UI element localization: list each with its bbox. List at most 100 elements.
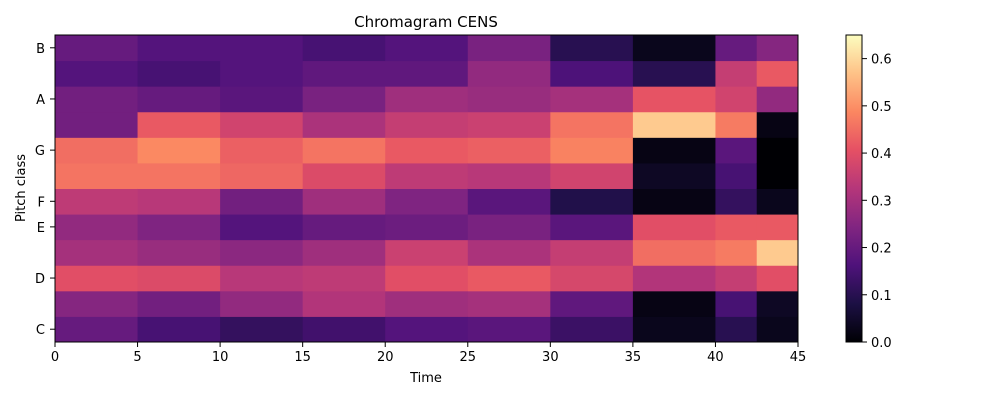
- heatmap-cell: [55, 111, 139, 138]
- heatmap-cell: [632, 137, 716, 164]
- colorbar-tick-label: 0.0: [871, 336, 892, 351]
- heatmap-cell: [632, 214, 716, 241]
- heatmap-cell: [756, 265, 799, 292]
- heatmap-cell: [550, 86, 634, 113]
- x-tick-label: 40: [707, 350, 724, 365]
- heatmap-cell: [55, 86, 139, 113]
- heatmap-cell: [715, 290, 758, 317]
- heatmap-cell: [385, 290, 469, 317]
- heatmap-cell: [220, 137, 304, 164]
- heatmap-cell: [55, 265, 139, 292]
- heatmap-cell: [385, 86, 469, 113]
- heatmap-cell: [550, 60, 634, 87]
- heatmap-cell: [220, 214, 304, 241]
- heatmap-cell: [715, 111, 758, 138]
- y-tick-label: B: [36, 42, 45, 57]
- heatmap-cell: [632, 111, 716, 138]
- colorbar: [845, 34, 863, 343]
- y-tick-label: G: [35, 144, 45, 159]
- heatmap-cell: [220, 239, 304, 266]
- y-tick-label: E: [37, 221, 45, 236]
- heatmap-cell: [137, 137, 221, 164]
- y-axis-label: Pitch class: [14, 154, 29, 222]
- heatmap-cell: [467, 239, 551, 266]
- chart-title: Chromagram CENS: [354, 13, 498, 31]
- y-tick-label: D: [35, 272, 45, 287]
- heatmap-cell: [715, 86, 758, 113]
- x-tick-label: 30: [542, 350, 559, 365]
- heatmap-cell: [632, 162, 716, 189]
- x-tick-label: 5: [133, 350, 141, 365]
- heatmap-cell: [55, 290, 139, 317]
- heatmap-cell: [632, 60, 716, 87]
- heatmap-cell: [137, 162, 221, 189]
- heatmap-cell: [385, 239, 469, 266]
- heatmap-cell: [632, 188, 716, 215]
- heatmap-cell: [467, 214, 551, 241]
- heatmap-cell: [756, 316, 799, 343]
- x-axis: 0 5 10 15 20 25 30 35 40 45: [51, 342, 806, 365]
- colorbar-axis: 0.0 0.1 0.2 0.3 0.4 0.5 0.6: [862, 53, 892, 351]
- heatmap-cell: [756, 35, 799, 62]
- heatmap-cell: [302, 316, 386, 343]
- heatmap-cell: [550, 290, 634, 317]
- heatmap-cell: [55, 316, 139, 343]
- heatmap-cell: [632, 290, 716, 317]
- heatmap-cell: [756, 111, 799, 138]
- heatmap-cell: [302, 265, 386, 292]
- heatmap-cell: [220, 111, 304, 138]
- heatmap-cell: [220, 60, 304, 87]
- heatmap-cell: [715, 35, 758, 62]
- heatmap-cell: [632, 316, 716, 343]
- heatmap-cell: [550, 265, 634, 292]
- heatmap-cell: [385, 265, 469, 292]
- heatmap-cell: [220, 290, 304, 317]
- heatmap-cell: [632, 35, 716, 62]
- y-tick-label: A: [36, 93, 45, 108]
- heatmap-cell: [467, 60, 551, 87]
- heatmap-cell: [756, 60, 799, 87]
- heatmap-cell: [715, 188, 758, 215]
- colorbar-tick-label: 0.5: [871, 100, 892, 115]
- heatmap-cell: [756, 86, 799, 113]
- x-tick-label: 35: [625, 350, 642, 365]
- heatmap-cell: [550, 316, 634, 343]
- heatmap-cell: [220, 162, 304, 189]
- heatmap-cell: [55, 188, 139, 215]
- heatmap-cell: [137, 111, 221, 138]
- heatmap-cell: [137, 35, 221, 62]
- heatmap-cell: [385, 137, 469, 164]
- heatmap-cell: [632, 239, 716, 266]
- heatmap-cell: [302, 111, 386, 138]
- plot-frame: [54, 34, 799, 343]
- heatmap-cell: [550, 162, 634, 189]
- heatmap-cell: [715, 239, 758, 266]
- heatmap-cell: [302, 188, 386, 215]
- heatmap-cell: [302, 86, 386, 113]
- heatmap-cell: [385, 35, 469, 62]
- y-axis: C D EF G A B: [35, 42, 55, 338]
- heatmap-cell: [137, 188, 221, 215]
- heatmap-cell: [550, 111, 634, 138]
- heatmap-cell: [302, 162, 386, 189]
- heatmap-cell: [137, 316, 221, 343]
- heatmap-cell: [756, 214, 799, 241]
- heatmap-cell: [137, 86, 221, 113]
- x-tick-label: 0: [51, 350, 59, 365]
- heatmap-cell: [550, 137, 634, 164]
- heatmap-cell: [467, 265, 551, 292]
- y-tick-label: C: [36, 323, 45, 338]
- heatmap-cell: [55, 162, 139, 189]
- heatmap-cell: [137, 290, 221, 317]
- heatmap-cell: [302, 35, 386, 62]
- heatmap-cell: [55, 60, 139, 87]
- colorbar-tick-label: 0.6: [871, 53, 892, 68]
- heatmap-cell: [467, 35, 551, 62]
- heatmap-cell: [715, 265, 758, 292]
- heatmap-cell: [137, 60, 221, 87]
- x-tick-label: 10: [212, 350, 229, 365]
- heatmap-cell: [715, 214, 758, 241]
- heatmap-cell: [385, 214, 469, 241]
- heatmap-cell: [220, 188, 304, 215]
